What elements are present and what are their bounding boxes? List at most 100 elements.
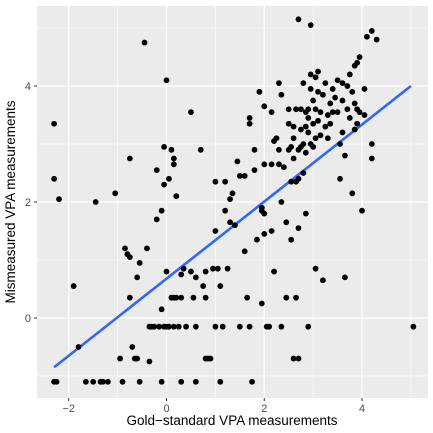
data-point [364, 33, 370, 40]
data-point [283, 219, 290, 226]
data-point [324, 112, 331, 118]
data-point [200, 283, 207, 289]
data-point [241, 248, 248, 255]
data-point [283, 294, 290, 301]
data-point [349, 190, 356, 197]
data-point [310, 144, 317, 150]
data-point [310, 120, 317, 127]
data-point [339, 129, 346, 136]
data-point [214, 265, 221, 272]
data-point [312, 265, 319, 272]
data-point [307, 71, 314, 78]
data-point [329, 109, 336, 116]
data-point [268, 161, 275, 168]
data-point [178, 378, 185, 385]
data-point [268, 109, 275, 116]
data-point [300, 170, 307, 176]
data-point [322, 80, 329, 87]
data-point [222, 207, 229, 214]
data-point [310, 97, 317, 104]
data-point [75, 344, 82, 350]
data-point [276, 146, 282, 153]
data-point [246, 115, 253, 121]
data-point [285, 106, 292, 113]
data-point [278, 91, 285, 98]
y-axis: 0 2 4 [25, 81, 37, 325]
data-point [136, 378, 143, 385]
data-point [258, 300, 265, 307]
data-point [317, 132, 324, 139]
data-point [295, 175, 302, 182]
data-point [166, 175, 172, 182]
data-point [192, 274, 199, 281]
data-point [342, 274, 348, 281]
data-point [158, 306, 165, 313]
data-point [82, 378, 89, 385]
data-point [249, 378, 255, 385]
data-point [334, 77, 341, 84]
data-point [290, 135, 297, 142]
data-point [119, 378, 126, 385]
data-point [161, 181, 167, 188]
data-point [342, 152, 348, 159]
data-point [288, 178, 295, 185]
data-point [168, 146, 175, 153]
data-point [219, 323, 226, 330]
data-point [368, 141, 375, 147]
data-point [136, 259, 143, 266]
data-point [251, 167, 258, 174]
data-point [227, 196, 233, 203]
data-point [271, 268, 277, 275]
y-tick-label: 4 [25, 81, 31, 93]
y-tick-label: 2 [25, 197, 31, 209]
data-point [197, 146, 204, 153]
data-point [307, 86, 314, 92]
data-point [290, 123, 297, 130]
data-point [307, 22, 314, 29]
data-point [212, 323, 219, 330]
data-point [302, 149, 309, 156]
data-point [141, 39, 148, 46]
data-point [173, 294, 180, 301]
data-point [156, 323, 163, 330]
data-point [254, 236, 260, 243]
data-point [100, 378, 106, 385]
data-point [312, 106, 319, 113]
data-point [117, 355, 123, 362]
x-tick-label: 4 [359, 403, 365, 415]
data-point [351, 126, 358, 133]
data-point [153, 216, 160, 223]
data-point [134, 355, 141, 362]
data-point [298, 126, 304, 133]
data-point [354, 59, 361, 66]
data-point [236, 323, 243, 330]
data-point [158, 378, 165, 385]
data-point [368, 28, 375, 34]
data-point [322, 123, 329, 130]
data-point [251, 146, 258, 153]
data-point [346, 115, 353, 121]
data-point [207, 355, 214, 362]
data-point [246, 120, 253, 127]
data-point [192, 378, 199, 385]
data-point [234, 158, 241, 165]
data-point [161, 144, 167, 150]
data-point [112, 190, 119, 197]
data-point [180, 265, 187, 272]
data-point [312, 74, 319, 81]
data-point [163, 77, 170, 84]
data-point [305, 115, 312, 121]
data-point [276, 161, 282, 168]
data-point [56, 196, 62, 203]
data-point [315, 68, 321, 75]
data-point [339, 97, 346, 104]
data-point [293, 294, 299, 301]
data-point [202, 268, 209, 275]
data-point [332, 94, 339, 101]
data-point [312, 135, 319, 142]
data-point [51, 120, 58, 127]
data-point [192, 323, 199, 330]
data-point [166, 323, 172, 330]
data-point [224, 265, 231, 272]
data-point [227, 219, 233, 226]
